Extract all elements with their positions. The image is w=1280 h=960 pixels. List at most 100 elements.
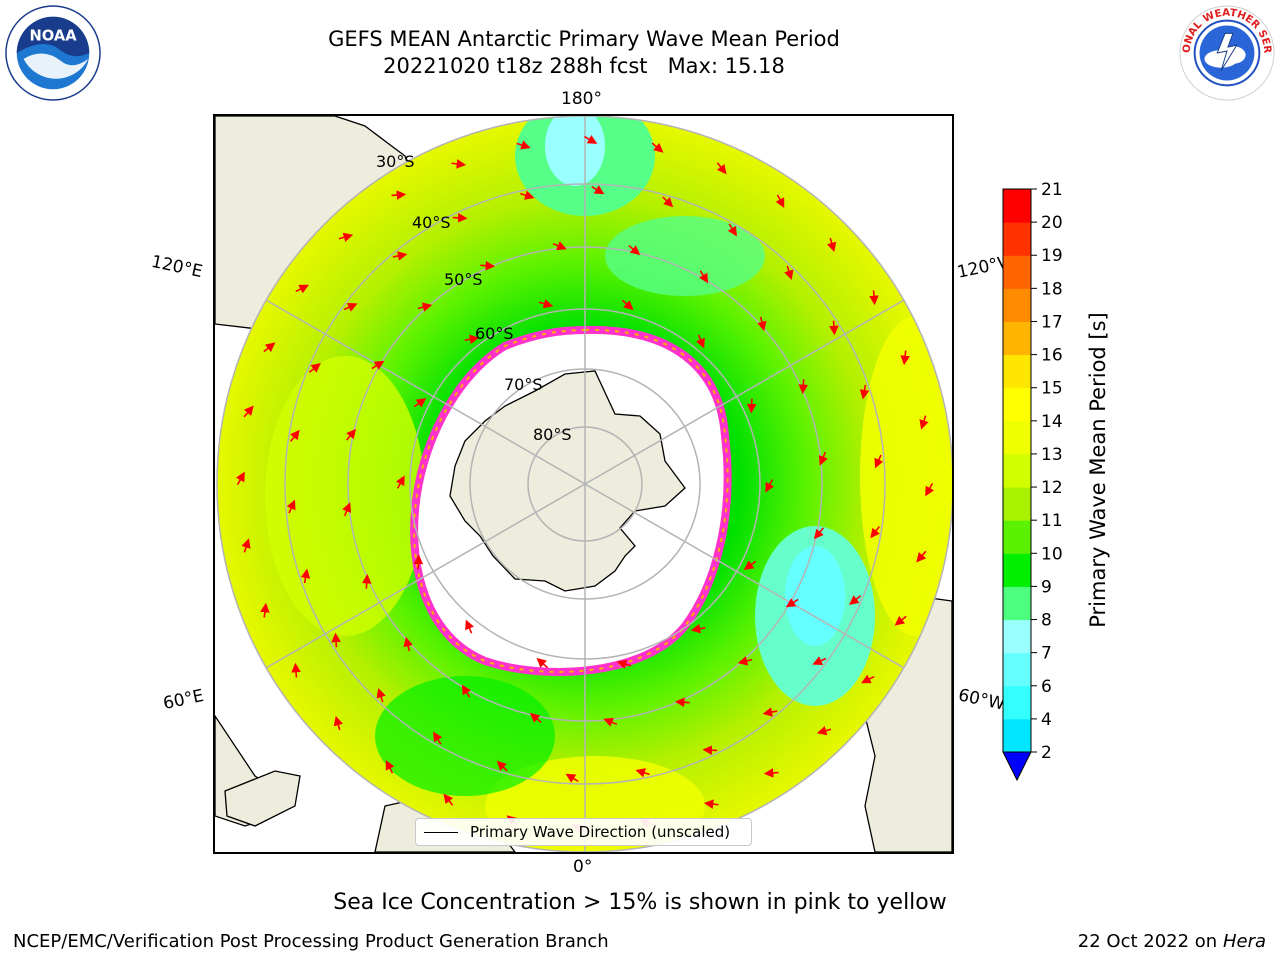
footer-host: Hera <box>1222 931 1266 952</box>
lon-label-180: 180° <box>561 89 602 109</box>
wave-direction-arrow <box>529 712 542 724</box>
wave-direction-arrow <box>385 760 395 774</box>
wave-direction-arrow <box>813 527 825 540</box>
map-frame <box>213 114 954 854</box>
colorbar-tick-label: 10 <box>1041 544 1063 564</box>
wave-direction-arrow <box>565 773 579 783</box>
wave-direction-arrow <box>812 656 827 666</box>
wave-direction-arrow <box>699 270 709 284</box>
wave-direction-arrow <box>342 502 352 517</box>
wave-direction-arrow <box>695 334 705 349</box>
wave-direction-arrow <box>690 623 706 634</box>
wave-direction-arrow <box>746 398 757 414</box>
wave-direction-arrow <box>727 223 737 237</box>
colorbar-cell <box>1003 619 1031 654</box>
wave-direction-arrow <box>395 475 405 489</box>
wave-direction-arrow <box>536 657 549 669</box>
lon-label-0: 0° <box>573 857 593 877</box>
wave-direction-arrow <box>286 499 296 514</box>
colorbar-cell <box>1003 487 1031 521</box>
graticule <box>216 116 952 852</box>
colorbar-tick-label: 11 <box>1041 511 1063 531</box>
colorbar-cell <box>1003 586 1031 621</box>
colorbar-tick-label: 9 <box>1041 577 1052 597</box>
wave-direction-arrow <box>674 697 690 708</box>
lat-label-60s: 60°S <box>475 324 514 343</box>
colorbar-tick-label: 17 <box>1041 312 1063 332</box>
colorbar-tick-label: 4 <box>1041 710 1052 730</box>
wave-direction-arrow <box>391 190 407 200</box>
lat-label-70s: 70°S <box>504 375 543 394</box>
wave-direction-arrow <box>894 615 907 626</box>
wave-direction-arrow <box>413 398 427 408</box>
wave-direction-arrow <box>338 232 354 242</box>
chart-subtitle: 20221020 t18z 288h fcst Max: 15.18 <box>383 54 785 78</box>
map-canvas <box>215 116 952 852</box>
wave-direction-arrow <box>635 768 650 778</box>
colorbar-tick-label: 6 <box>1041 677 1052 697</box>
wave-direction-arrow <box>343 302 358 312</box>
wave-direction-arrow <box>603 717 618 727</box>
wave-direction-arrow <box>331 632 341 648</box>
wave-direction-arrow <box>443 793 454 806</box>
wave-direction-arrow <box>861 674 875 684</box>
lon-label-60e: 60°E <box>161 685 206 715</box>
colorbar-tick-label: 12 <box>1041 478 1063 498</box>
wave-direction-arrow <box>870 526 881 539</box>
footer-date: 22 Oct 2022 on Hera <box>1078 931 1266 952</box>
colorbar-tick-label: 7 <box>1041 644 1052 664</box>
wave-direction-arrow <box>538 299 554 309</box>
wave-direction-arrow <box>516 140 531 150</box>
wave-direction-arrow <box>829 320 839 336</box>
wave-direction-arrow <box>300 568 311 584</box>
footer-date-text: 22 Oct 2022 on <box>1077 931 1223 952</box>
wave-direction-arrow <box>241 538 251 553</box>
colorbar-cell <box>1003 222 1031 256</box>
wave-direction-arrow <box>520 190 535 200</box>
chart-title: GEFS MEAN Antarctic Primary Wave Mean Pe… <box>328 27 840 51</box>
noaa-logo: NOAA <box>5 5 101 101</box>
wave-direction-arrow <box>859 384 870 400</box>
colorbar-tick-label: 15 <box>1041 379 1063 399</box>
colorbar: 2 4 6 7 8 9 10 11 12 13 14 15 16 17 18 19 20 21 <box>1002 182 1063 782</box>
wave-direction-arrow <box>371 360 385 370</box>
wave-direction-arrow <box>757 316 767 332</box>
wave-direction-arrow <box>716 162 727 175</box>
sea-ice-caption: Sea Ice Concentration > 15% is shown in … <box>333 890 947 915</box>
legend-label: Primary Wave Direction (unscaled) <box>470 823 731 841</box>
antarctica-land <box>449 370 686 592</box>
wave-direction-arrow <box>874 454 884 469</box>
lat-label-30s: 30°S <box>376 152 415 171</box>
wave-direction-arrow <box>260 602 270 618</box>
colorbar-tick-label: 20 <box>1041 213 1063 233</box>
wave-direction-arrow <box>295 284 309 294</box>
colorbar-cell <box>1003 255 1031 289</box>
wave-direction-arrow <box>308 363 321 373</box>
wave-direction-arrow <box>433 731 443 745</box>
wave-direction-arrow <box>417 302 433 312</box>
lat-label-50s: 50°S <box>444 270 483 289</box>
wave-direction-arrow <box>900 350 910 366</box>
wave-direction-arrow <box>461 684 471 698</box>
wave-direction-arrow <box>785 598 799 608</box>
wave-direction-arrow <box>703 799 719 809</box>
wave-direction-arrow <box>451 159 467 169</box>
colorbar-cell <box>1003 189 1031 223</box>
lat-label-80s: 80°S <box>533 425 572 444</box>
wave-direction-arrow <box>263 342 276 353</box>
colorbar-cell <box>1003 652 1031 687</box>
wave-direction-arrow <box>628 244 641 256</box>
wave-direction-arrow <box>765 479 775 493</box>
lon-label-120e: 120°E <box>149 251 205 283</box>
wave-direction-arrow <box>392 251 408 261</box>
colorbar-frame <box>1002 188 1032 753</box>
wave-direction-arrow <box>243 405 254 418</box>
wave-direction-arrow <box>784 265 794 281</box>
wave-direction-arrow <box>702 745 718 755</box>
wave-direction-arrow <box>345 428 357 441</box>
wave-direction-arrow <box>762 707 778 717</box>
wave-direction-arrow <box>616 659 632 669</box>
wave-direction-arrow <box>361 573 372 589</box>
colorbar-cell <box>1003 685 1031 720</box>
wave-direction-arrow <box>925 483 935 497</box>
